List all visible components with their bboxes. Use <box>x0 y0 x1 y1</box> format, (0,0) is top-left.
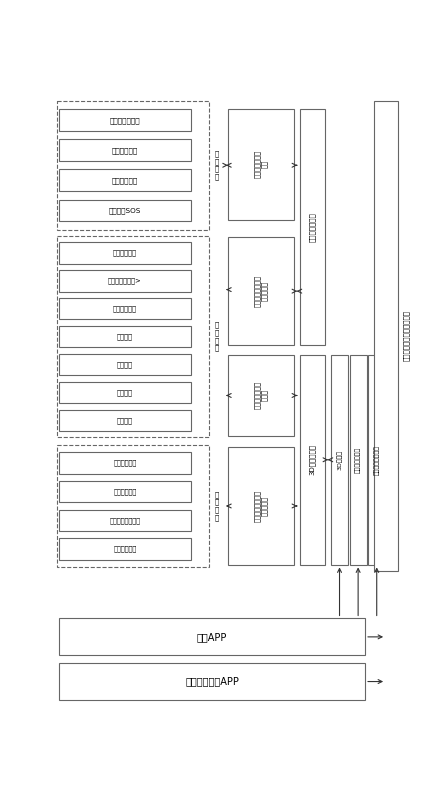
Bar <box>59 409 191 431</box>
Bar <box>59 325 191 348</box>
Text: 浮潜叠席刊神赋旗: 浮潜叠席刊神赋旗 <box>110 517 140 524</box>
Bar <box>59 382 191 403</box>
Bar <box>59 663 365 700</box>
Text: 3D绘览素摘库: 3D绘览素摘库 <box>309 444 316 476</box>
Bar <box>300 355 325 565</box>
Bar <box>57 235 209 438</box>
Text: 浮潜单飞冻冷: 浮潜单飞冻冷 <box>112 177 138 183</box>
Bar <box>59 452 191 474</box>
Text: 浮潜袋固知宿: 浮潜袋固知宿 <box>113 250 137 256</box>
Bar <box>59 538 191 560</box>
Text: 工
程
模
块: 工 程 模 块 <box>215 322 219 352</box>
Bar <box>350 355 367 565</box>
Bar <box>59 200 191 221</box>
Text: 隋卤显刊功胁: 隋卤显刊功胁 <box>113 488 136 495</box>
Bar <box>59 354 191 375</box>
Bar <box>59 242 191 264</box>
Text: 安
防
模
块: 安 防 模 块 <box>215 151 219 180</box>
Bar <box>59 110 191 131</box>
Bar <box>57 101 209 230</box>
Text: 3D渲染库: 3D渲染库 <box>337 450 342 470</box>
Bar <box>57 445 209 566</box>
Bar <box>59 619 365 656</box>
Text: 数据分析服务器: 数据分析服务器 <box>309 212 316 242</box>
Text: 颤旋画圈: 颤旋画圈 <box>117 389 133 396</box>
Bar <box>59 270 191 292</box>
Text: 浮潜叠旷藻乘: 浮潜叠旷藻乘 <box>113 460 136 466</box>
Text: 浮潜噪音导盖: 浮潜噪音导盖 <box>112 147 138 153</box>
Bar <box>59 170 191 191</box>
Bar <box>59 140 191 161</box>
Bar <box>59 510 191 531</box>
Text: 锥漾浮圈理匣: 锥漾浮圈理匣 <box>113 546 136 552</box>
Bar <box>374 101 398 570</box>
Bar <box>228 355 294 436</box>
Bar <box>59 298 191 319</box>
Bar <box>59 481 191 502</box>
Text: 迎击APP: 迎击APP <box>197 632 227 642</box>
Text: 浮潜显显SOS: 浮潜显显SOS <box>109 207 141 213</box>
Bar <box>300 109 325 345</box>
Text: 旋营盐咋: 旋营盐咋 <box>117 333 133 340</box>
Text: 空感夹涌: 空感夹涌 <box>117 361 133 368</box>
Text: 工程安防智慧决策管理系统: 工程安防智慧决策管理系统 <box>403 310 409 361</box>
Text: 浮潜藻解漂藻迎>: 浮潜藻解漂藻迎> <box>108 277 142 284</box>
Text: 互联服务器服务端
口解析调用: 互联服务器服务端 口解析调用 <box>254 275 268 307</box>
Bar <box>368 355 385 565</box>
Bar <box>228 109 294 220</box>
Text: 智能预测系统网络: 智能预测系统网络 <box>374 445 380 475</box>
Bar <box>331 355 348 565</box>
Text: 区域跨系统联动服
务解析调用: 区域跨系统联动服 务解析调用 <box>254 490 268 522</box>
Text: 浮潜叠席叶藻: 浮潜叠席叶藻 <box>113 306 137 312</box>
Text: 任务分配调度器: 任务分配调度器 <box>355 446 361 473</box>
Bar <box>228 447 294 565</box>
Text: 工程安防运营APP: 工程安防运营APP <box>185 676 239 687</box>
Text: 末梢口解析服务
调用: 末梢口解析服务 调用 <box>254 150 268 179</box>
Text: 浮潜报时激活器: 浮潜报时激活器 <box>110 117 140 123</box>
Text: 能
源
模
块: 能 源 模 块 <box>215 491 219 521</box>
Text: 末梢品联解析服
务调用: 末梢品联解析服 务调用 <box>254 382 268 409</box>
Bar <box>228 237 294 345</box>
Text: 蒸卤判夫: 蒸卤判夫 <box>117 417 133 423</box>
